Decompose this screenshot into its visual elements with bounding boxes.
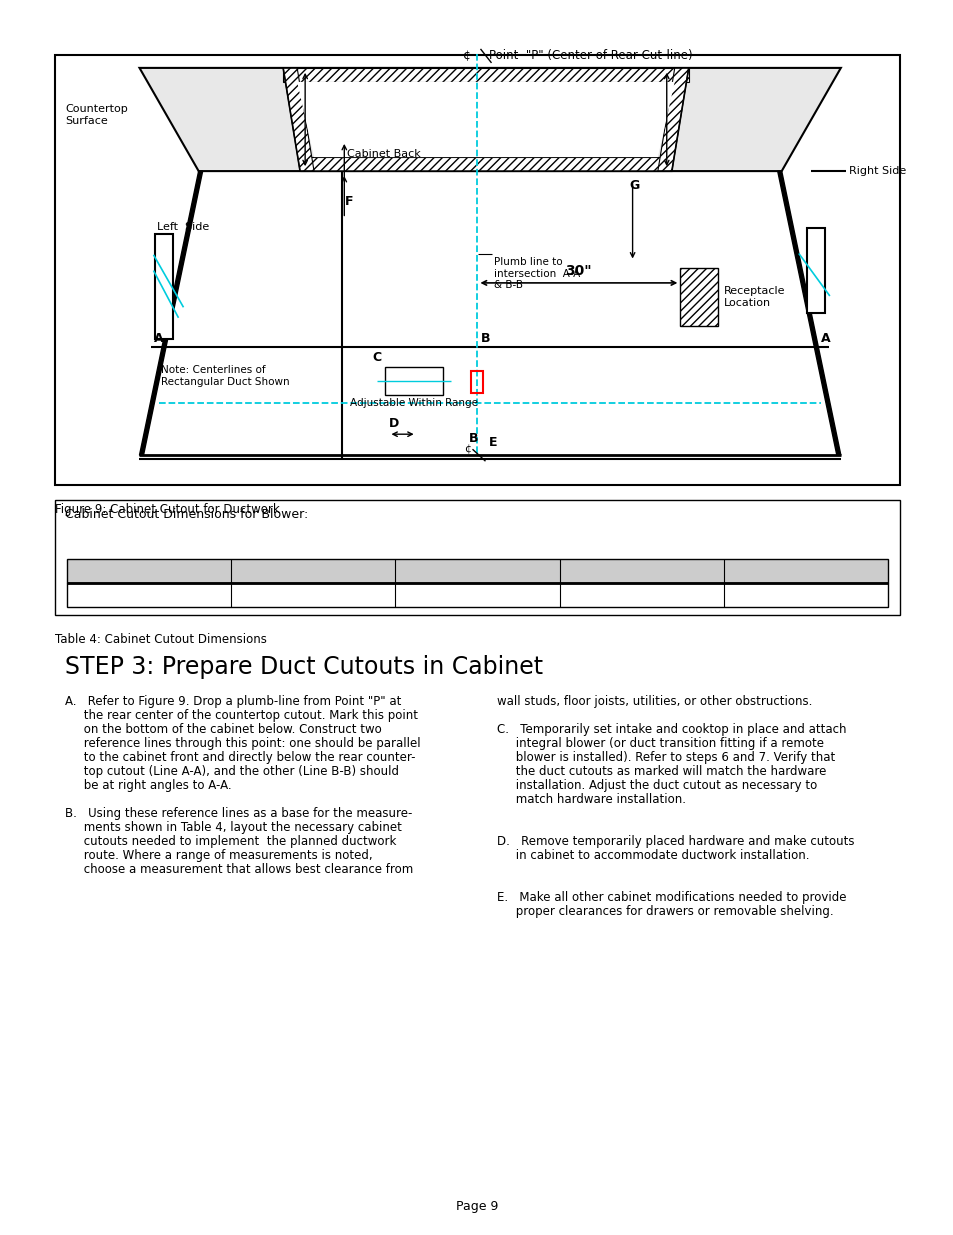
Polygon shape — [300, 157, 671, 172]
Bar — [67, 559, 887, 583]
Polygon shape — [777, 172, 840, 456]
Polygon shape — [139, 68, 840, 172]
Text: F: F — [345, 195, 354, 207]
Text: be at right angles to A-A.: be at right angles to A-A. — [65, 779, 232, 792]
Bar — [67, 583, 887, 606]
Text: reference lines through this point: one should be parallel: reference lines through this point: one … — [65, 737, 420, 750]
Text: wall studs, floor joists, utilities, or other obstructions.: wall studs, floor joists, utilities, or … — [497, 695, 812, 708]
Bar — [55, 56, 899, 485]
Text: ¢: ¢ — [463, 49, 471, 63]
Bar — [679, 268, 718, 326]
Text: ments shown in Table 4, layout the necessary cabinet: ments shown in Table 4, layout the neces… — [65, 821, 401, 834]
Text: in cabinet to accommodate ductwork installation.: in cabinet to accommodate ductwork insta… — [497, 848, 809, 862]
Text: cutouts needed to implement  the planned ductwork: cutouts needed to implement the planned … — [65, 835, 395, 848]
Text: A.   Refer to Figure 9. Drop a plumb-line from Point "P" at: A. Refer to Figure 9. Drop a plumb-line … — [65, 695, 401, 708]
Text: Right Side: Right Side — [848, 165, 905, 177]
Text: D.   Remove temporarily placed hardware and make cutouts: D. Remove temporarily placed hardware an… — [497, 835, 854, 848]
Text: 30": 30" — [565, 264, 592, 278]
Text: E.   Make all other cabinet modifications needed to provide: E. Make all other cabinet modifications … — [497, 890, 845, 904]
Text: Countertop
Surface: Countertop Surface — [65, 105, 128, 126]
Bar — [806, 228, 824, 312]
Bar — [471, 372, 483, 393]
Text: B.   Using these reference lines as a base for the measure-: B. Using these reference lines as a base… — [65, 806, 412, 820]
Text: G: G — [629, 179, 639, 193]
Text: Page 9: Page 9 — [456, 1200, 497, 1213]
Polygon shape — [283, 68, 688, 82]
Polygon shape — [658, 68, 688, 172]
Text: the rear center of the countertop cutout. Mark this point: the rear center of the countertop cutout… — [65, 709, 417, 722]
Text: choose a measurement that allows best clearance from: choose a measurement that allows best cl… — [65, 863, 413, 876]
Text: to the cabinet front and directly below the rear counter-: to the cabinet front and directly below … — [65, 751, 416, 764]
Text: C: C — [372, 352, 381, 364]
Text: on the bottom of the cabinet below. Construct two: on the bottom of the cabinet below. Cons… — [65, 722, 381, 736]
Text: blower is installed). Refer to steps 6 and 7. Verify that: blower is installed). Refer to steps 6 a… — [497, 751, 835, 764]
Text: Adjustable Within Range: Adjustable Within Range — [349, 399, 477, 409]
Bar — [155, 233, 173, 338]
Text: Left  Side: Left Side — [157, 222, 210, 232]
Text: B: B — [480, 332, 490, 346]
Text: Figure 9: Cabinet Cutout for Ductwork: Figure 9: Cabinet Cutout for Ductwork — [55, 503, 279, 516]
Text: C.   Temporarily set intake and cooktop in place and attach: C. Temporarily set intake and cooktop in… — [497, 722, 845, 736]
Text: ¢: ¢ — [463, 445, 471, 454]
Text: proper clearances for drawers or removable shelving.: proper clearances for drawers or removab… — [497, 905, 833, 918]
Text: Plumb line to
intersection  A-A
& B-B: Plumb line to intersection A-A & B-B — [494, 257, 580, 290]
Text: E: E — [489, 436, 497, 450]
Text: Cabinet Cutout Dimensions for Blower:: Cabinet Cutout Dimensions for Blower: — [65, 508, 308, 521]
Text: A: A — [820, 332, 830, 346]
Text: D: D — [388, 417, 398, 430]
Polygon shape — [283, 68, 314, 172]
Polygon shape — [296, 82, 674, 157]
Text: integral blower (or duct transition fitting if a remote: integral blower (or duct transition fitt… — [497, 737, 823, 750]
Text: A: A — [153, 332, 163, 346]
Text: Cabinet Back: Cabinet Back — [347, 149, 420, 159]
Text: installation. Adjust the duct cutout as necessary to: installation. Adjust the duct cutout as … — [497, 779, 817, 792]
Text: the duct cutouts as marked will match the hardware: the duct cutouts as marked will match th… — [497, 764, 825, 778]
Text: Point  "P" (Center of Rear Cut-line): Point "P" (Center of Rear Cut-line) — [489, 49, 693, 63]
Text: top cutout (Line A-A), and the other (Line B-B) should: top cutout (Line A-A), and the other (Li… — [65, 764, 398, 778]
Text: STEP 3: Prepare Duct Cutouts in Cabinet: STEP 3: Prepare Duct Cutouts in Cabinet — [65, 655, 542, 679]
Text: Table 4: Cabinet Cutout Dimensions: Table 4: Cabinet Cutout Dimensions — [55, 634, 267, 646]
Text: B: B — [468, 432, 477, 445]
Bar — [384, 367, 442, 395]
Text: match hardware installation.: match hardware installation. — [497, 793, 685, 806]
Text: route. Where a range of measurements is noted,: route. Where a range of measurements is … — [65, 848, 373, 862]
Text: Receptacle
Location: Receptacle Location — [723, 287, 785, 308]
Bar — [55, 500, 899, 615]
Polygon shape — [139, 172, 202, 456]
Text: Note: Centerlines of
Rectangular Duct Shown: Note: Centerlines of Rectangular Duct Sh… — [161, 366, 290, 387]
